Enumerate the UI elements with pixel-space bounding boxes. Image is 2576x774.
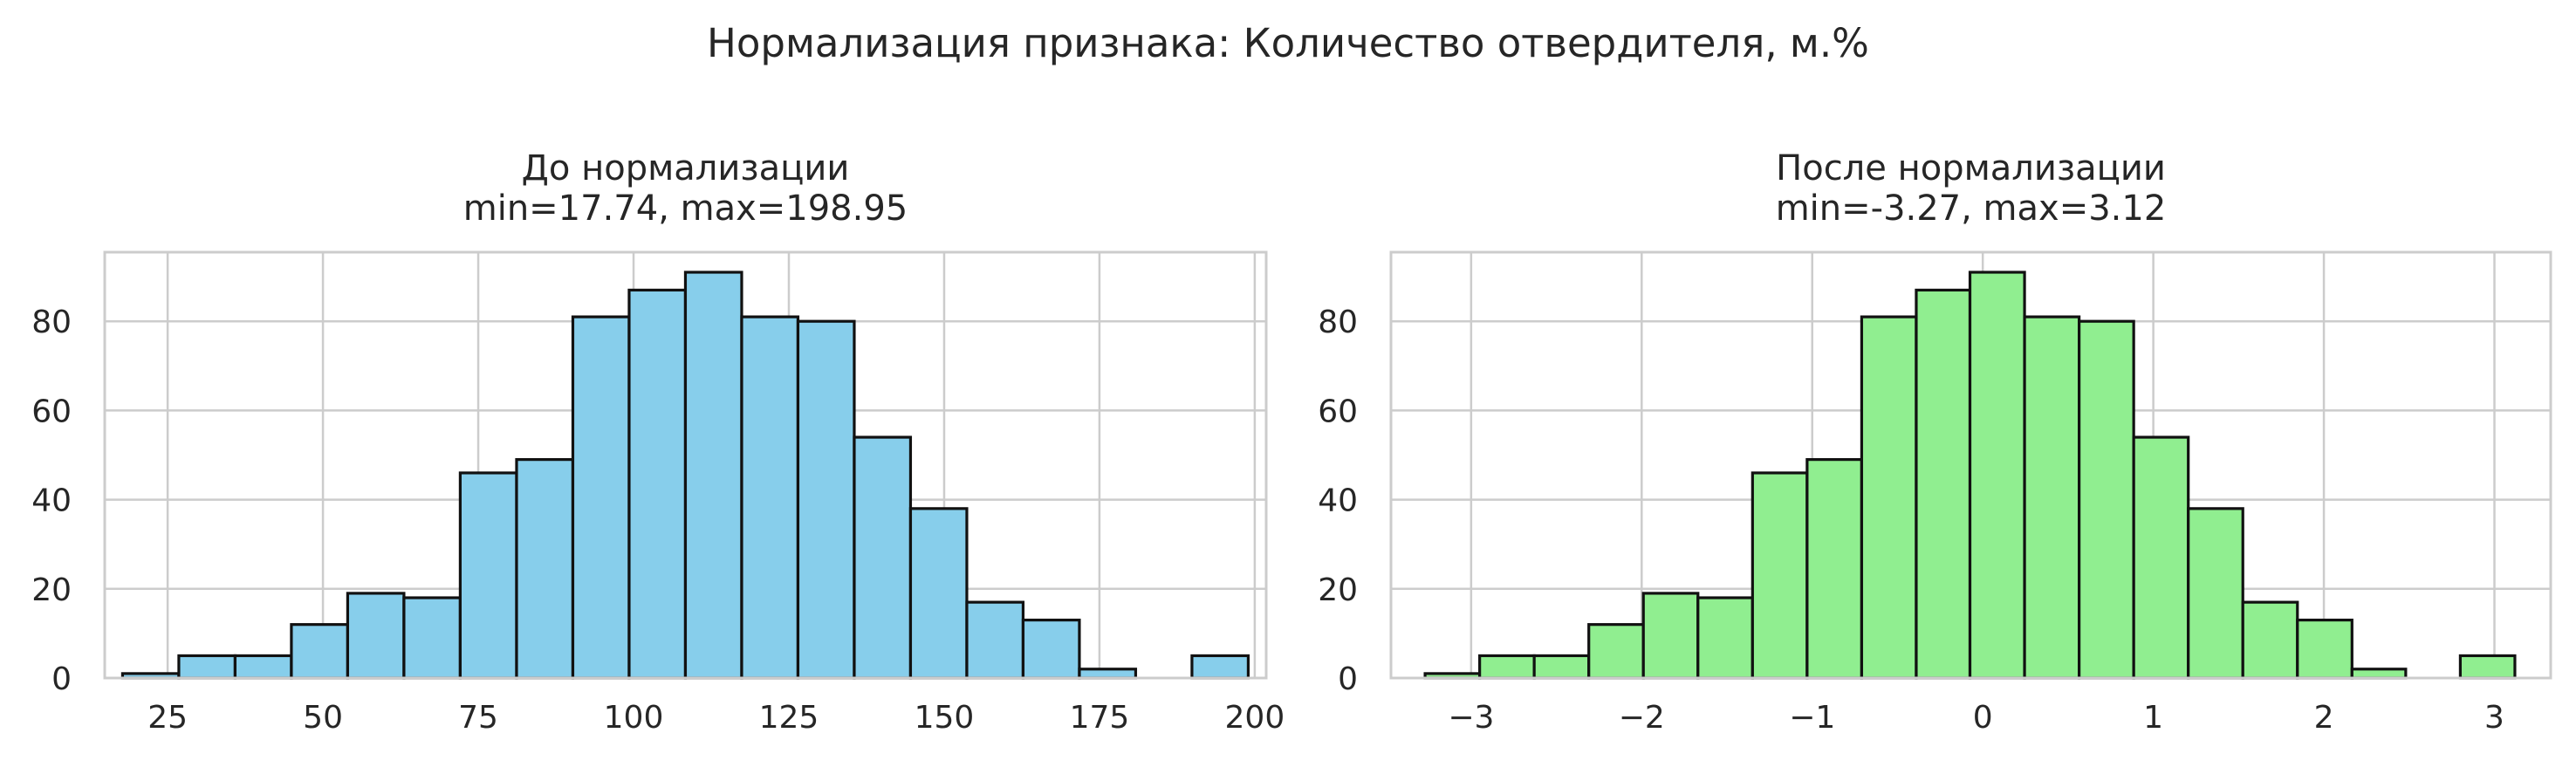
left-histogram-bar: [740, 315, 800, 680]
right-histogram-bar: [1750, 471, 1809, 680]
left-histogram-bar: [908, 507, 969, 680]
right-histogram-bar: [2078, 319, 2135, 680]
right-histogram-bar: [2350, 668, 2408, 680]
right-histogram-bar: [1587, 623, 1645, 680]
left-histogram-bar: [683, 271, 743, 680]
right-y-tick-label: 20: [1318, 572, 1358, 608]
left-x-tick-label: 25: [147, 700, 188, 736]
right-x-tick-label: −3: [1448, 700, 1494, 736]
left-y-tick-label: 40: [31, 483, 72, 519]
left-chart-title-range: min=17.74, max=198.95: [462, 188, 908, 229]
right-x-tick-label: 1: [2143, 700, 2163, 736]
right-chart-title-main: После нормализации: [1776, 148, 2166, 188]
histogram-after: −3 −2 −1 0 1 2 3 0 20 40 60 80: [1318, 250, 2552, 736]
left-histogram-bar: [571, 315, 631, 680]
left-y-tick-label: 0: [51, 661, 72, 697]
left-x-tick-label: 100: [604, 700, 664, 736]
right-histogram-bar: [1968, 271, 2026, 680]
right-histogram-bar: [1805, 458, 1864, 680]
left-histogram-bar: [458, 471, 518, 680]
left-histogram-bar: [515, 458, 575, 680]
left-y-tick-label: 20: [31, 572, 72, 608]
left-histogram-bar: [627, 288, 688, 680]
right-x-tick-label: 3: [2484, 700, 2504, 736]
left-histogram-bar: [1078, 668, 1138, 680]
right-histogram-bar: [1696, 596, 1754, 680]
right-x-tick-label: −2: [1619, 700, 1665, 736]
right-histogram-bar: [2132, 435, 2190, 680]
right-y-tick-label: 0: [1338, 661, 1358, 697]
left-chart-title-main: До нормализации: [521, 148, 850, 188]
right-histogram-bar: [2187, 507, 2244, 680]
right-histogram-bar: [2458, 654, 2517, 680]
right-y-tick-label: 60: [1318, 394, 1358, 429]
right-x-tick-label: −1: [1789, 700, 1835, 736]
left-y-tick-label: 80: [31, 305, 72, 340]
right-y-tick-label: 40: [1318, 483, 1358, 519]
right-histogram-bar: [2296, 618, 2353, 680]
right-x-tick-label: 2: [2314, 700, 2334, 736]
left-x-tick-label: 200: [1225, 700, 1285, 736]
right-chart-title: После нормализации min=-3.27, max=3.12: [1391, 148, 2551, 229]
right-y-tick-label: 80: [1318, 305, 1358, 340]
left-histogram-bar: [290, 623, 350, 680]
left-histogram-bar: [1021, 618, 1081, 680]
right-histogram-bar: [1915, 288, 1972, 680]
left-x-tick-label: 150: [915, 700, 975, 736]
right-histogram-bar: [2241, 600, 2299, 680]
left-histogram-bar: [853, 435, 913, 680]
left-y-tick-label: 60: [31, 394, 72, 429]
right-axes-frame: [1389, 250, 2552, 680]
left-chart-title: До нормализации min=17.74, max=198.95: [105, 148, 1266, 229]
left-histogram-bar: [346, 592, 406, 680]
left-x-tick-label: 125: [759, 700, 819, 736]
left-histogram-bar: [233, 654, 293, 680]
right-histogram-bar: [2023, 315, 2081, 680]
left-axes-frame: [103, 250, 1268, 680]
right-histogram-bar: [1478, 654, 1536, 680]
right-x-tick-label: 0: [1973, 700, 1993, 736]
left-histogram-bar: [796, 319, 856, 680]
left-histogram-bar: [965, 600, 1025, 680]
left-x-tick-label: 75: [458, 700, 498, 736]
left-x-tick-label: 175: [1070, 700, 1130, 736]
right-histogram-bar: [1532, 654, 1591, 680]
right-chart-title-range: min=-3.27, max=3.12: [1775, 188, 2167, 229]
histogram-before: 25 50 75 100 125 150 175 200 0 20 40 60 80: [31, 250, 1285, 736]
right-histogram-bar: [1641, 592, 1700, 680]
figure-title: Нормализация признака: Количество отверд…: [707, 20, 1869, 66]
left-histogram-bar: [402, 596, 462, 680]
left-histogram-bar: [177, 654, 237, 680]
left-histogram-bar: [1190, 654, 1250, 680]
left-x-tick-label: 50: [303, 700, 343, 736]
right-histogram-bar: [1860, 315, 1918, 680]
